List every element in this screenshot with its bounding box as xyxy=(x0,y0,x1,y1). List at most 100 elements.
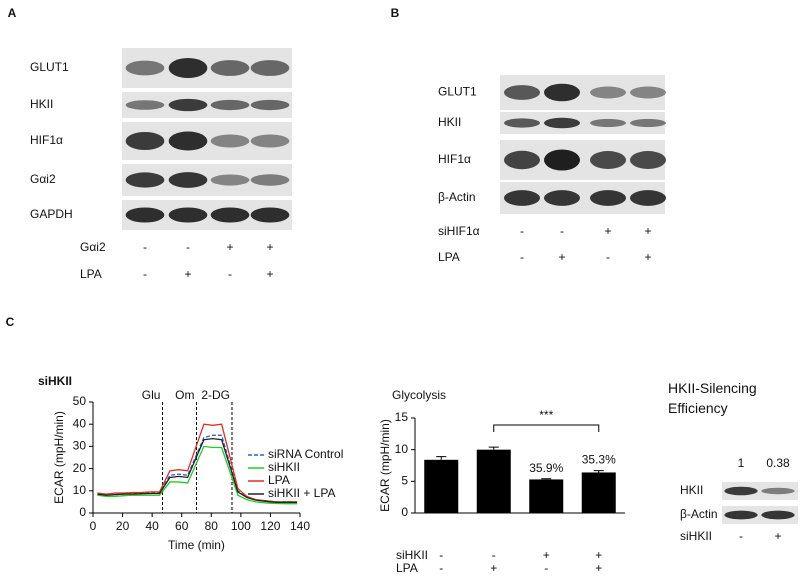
condition-mark: - xyxy=(520,224,524,238)
x-tick-label: 20 xyxy=(116,519,130,533)
event-label: Om xyxy=(175,388,194,402)
blot-band xyxy=(504,85,540,100)
blot-band xyxy=(544,190,580,206)
condition-mark: + xyxy=(644,250,651,264)
blot-row-label: HIF1α xyxy=(30,133,63,147)
blot-band xyxy=(250,99,290,111)
blot-band xyxy=(168,57,208,79)
condition-mark: - xyxy=(186,240,190,254)
blot-band xyxy=(168,131,208,151)
blot-row-label: β-Actin xyxy=(680,507,718,521)
blot-row-label: HKII xyxy=(438,115,461,129)
bar xyxy=(581,472,616,513)
y-tick-label: 0 xyxy=(401,505,408,519)
blot-band xyxy=(590,151,626,169)
blot-band xyxy=(125,100,165,110)
condition-label: LPA xyxy=(396,561,418,575)
blot-band xyxy=(630,151,666,169)
ratio-label: 1 xyxy=(738,456,745,470)
condition-label: siHKII xyxy=(396,548,428,562)
bar-annotation: 35.9% xyxy=(529,461,563,475)
blot-band xyxy=(250,207,290,223)
blot-band xyxy=(544,83,580,102)
blot-band xyxy=(630,190,666,206)
blot-band xyxy=(125,172,165,188)
y-tick-label: 5 xyxy=(401,474,408,488)
condition-mark: - xyxy=(739,529,743,543)
blot-row-label: GLUT1 xyxy=(438,85,477,99)
blot-band xyxy=(544,149,580,171)
significance-bracket xyxy=(493,424,600,432)
blot-band xyxy=(168,207,208,223)
blot-row-label: GAPDH xyxy=(30,207,73,221)
bar xyxy=(529,479,564,513)
y-tick-label: 0 xyxy=(79,505,86,519)
ratio-label: 0.38 xyxy=(766,456,790,470)
blot-band xyxy=(504,150,540,170)
condition-mark: + xyxy=(774,529,781,543)
condition-mark: + xyxy=(266,267,273,281)
blot-band xyxy=(250,60,290,76)
condition-mark: - xyxy=(544,561,548,575)
chart-title: siHKII xyxy=(38,374,72,388)
blot-band xyxy=(168,98,208,112)
blot-band xyxy=(168,172,208,188)
error-bar xyxy=(436,456,447,460)
y-axis-label: ECAR (mpH/min) xyxy=(52,411,66,504)
y-tick-label: 40 xyxy=(73,416,87,430)
condition-mark: - xyxy=(439,561,443,575)
bar xyxy=(476,449,511,513)
y-tick-label: 20 xyxy=(73,461,87,475)
blot-row-label: HIF1α xyxy=(438,152,471,166)
blot-band xyxy=(761,510,795,520)
blot-strip xyxy=(722,482,798,500)
blot-row-label: HKII xyxy=(680,483,703,497)
chart-title: Glycolysis xyxy=(392,388,446,402)
blot-band xyxy=(761,487,795,495)
y-tick-label: 15 xyxy=(395,410,409,424)
legend-label: siRNA Control xyxy=(268,447,343,461)
condition-mark: - xyxy=(520,250,524,264)
bar xyxy=(424,459,459,513)
legend-label: LPA xyxy=(268,473,290,487)
y-tick-label: 30 xyxy=(73,439,87,453)
condition-mark: + xyxy=(184,267,191,281)
blot-row-label: HKII xyxy=(30,97,53,111)
event-label: 2-DG xyxy=(201,388,230,402)
condition-mark: + xyxy=(266,240,273,254)
blot-band xyxy=(125,207,165,223)
error-bar xyxy=(541,478,552,480)
blot-title: HKII-Silencing Efficiency xyxy=(668,380,757,416)
x-tick-label: 40 xyxy=(145,519,159,533)
condition-label: siHKII xyxy=(680,529,712,543)
panel-label: A xyxy=(8,6,17,20)
blot-row-label: GLUT1 xyxy=(30,60,69,74)
condition-mark: - xyxy=(492,548,496,562)
blot-band xyxy=(504,118,540,128)
blot-strip xyxy=(722,506,798,524)
blot-band xyxy=(630,118,666,128)
condition-label: siHIF1α xyxy=(438,224,480,238)
condition-mark: + xyxy=(604,224,611,238)
panel-label: C xyxy=(6,315,15,329)
legend-label: siHKII xyxy=(268,460,300,474)
blot-band xyxy=(590,190,626,206)
x-tick-label: 120 xyxy=(260,519,280,533)
y-tick-label: 10 xyxy=(395,442,409,456)
y-tick-label: 10 xyxy=(73,483,87,497)
x-tick-label: 60 xyxy=(175,519,189,533)
x-tick-label: 0 xyxy=(90,519,97,533)
x-tick-label: 80 xyxy=(205,519,219,533)
blot-band xyxy=(250,134,290,148)
blot-band xyxy=(210,60,250,76)
blot-band xyxy=(504,190,540,206)
blot-band xyxy=(544,117,580,129)
condition-mark: + xyxy=(543,548,550,562)
error-bar xyxy=(593,470,604,473)
blot-band xyxy=(724,510,758,520)
blot-band xyxy=(590,118,626,128)
condition-mark: + xyxy=(595,548,602,562)
blot-band xyxy=(630,86,666,99)
y-tick-label: 50 xyxy=(73,394,87,408)
data-line xyxy=(97,445,298,505)
